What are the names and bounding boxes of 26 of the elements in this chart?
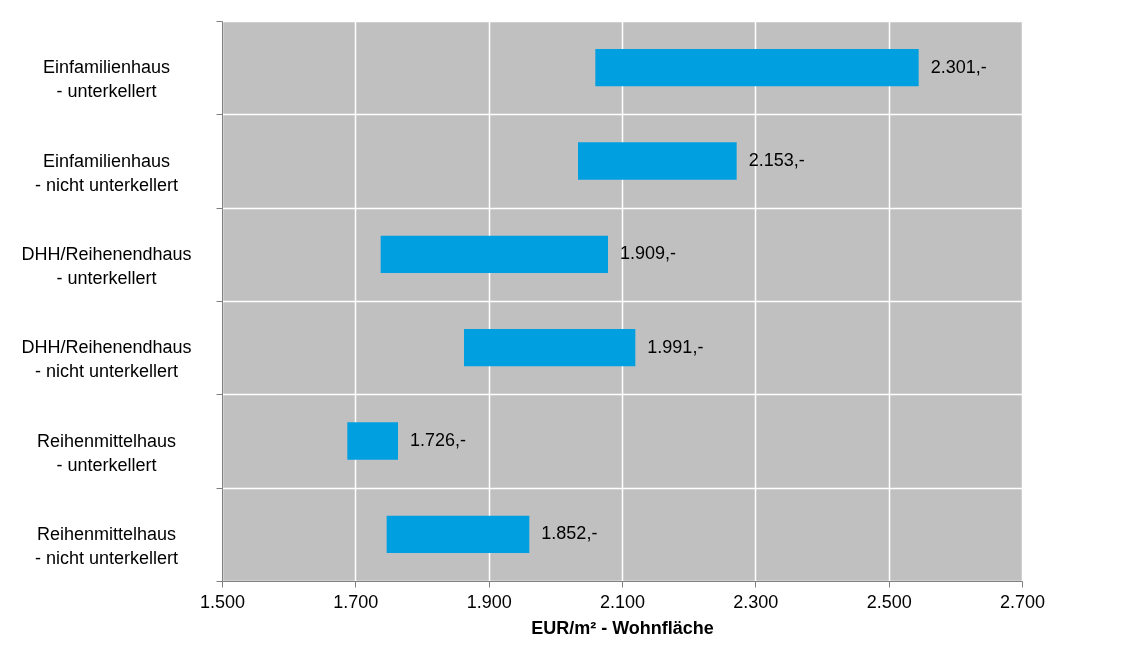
annotation: 2.301,- <box>930 56 987 77</box>
y-tick-label: DHH/Reihenendhaus - unterkellert <box>21 243 192 288</box>
x-axis-title: EUR/m² - Wohnfläche <box>531 617 714 638</box>
annotation: 1.909,- <box>620 243 677 264</box>
annotation: 1.726,- <box>410 430 467 450</box>
annotation: 2.153,- <box>748 150 805 170</box>
x-tick-label: 2.100 <box>599 591 646 612</box>
bar <box>386 515 530 553</box>
bar <box>380 235 608 273</box>
y-tick-label: DHH/Reihenendhaus - nicht unterkellert <box>21 337 192 382</box>
x-tick-label: 2.700 <box>999 591 1046 612</box>
y-tick-label: Einfamilienhaus - nicht unterkellert <box>34 150 179 195</box>
bar <box>595 49 919 87</box>
x-tick-label: 1.500 <box>199 591 246 612</box>
annotation: 1.852,- <box>541 523 598 544</box>
y-tick-label: Reihenmittelhaus - nicht unterkellert <box>34 523 179 568</box>
x-tick-label: 2.500 <box>866 591 912 612</box>
x-tick-label: 1.900 <box>466 591 512 612</box>
bar <box>578 142 737 180</box>
x-tick-label: 1.700 <box>333 591 379 612</box>
x-tick-label: 2.300 <box>733 591 779 612</box>
annotation: 1.991,- <box>647 336 704 357</box>
y-tick-label: Einfamilienhaus - unterkellert <box>42 57 171 102</box>
bar <box>464 329 636 367</box>
y-tick-label: Reihenmittelhaus - unterkellert <box>36 430 177 475</box>
bar <box>347 422 398 460</box>
